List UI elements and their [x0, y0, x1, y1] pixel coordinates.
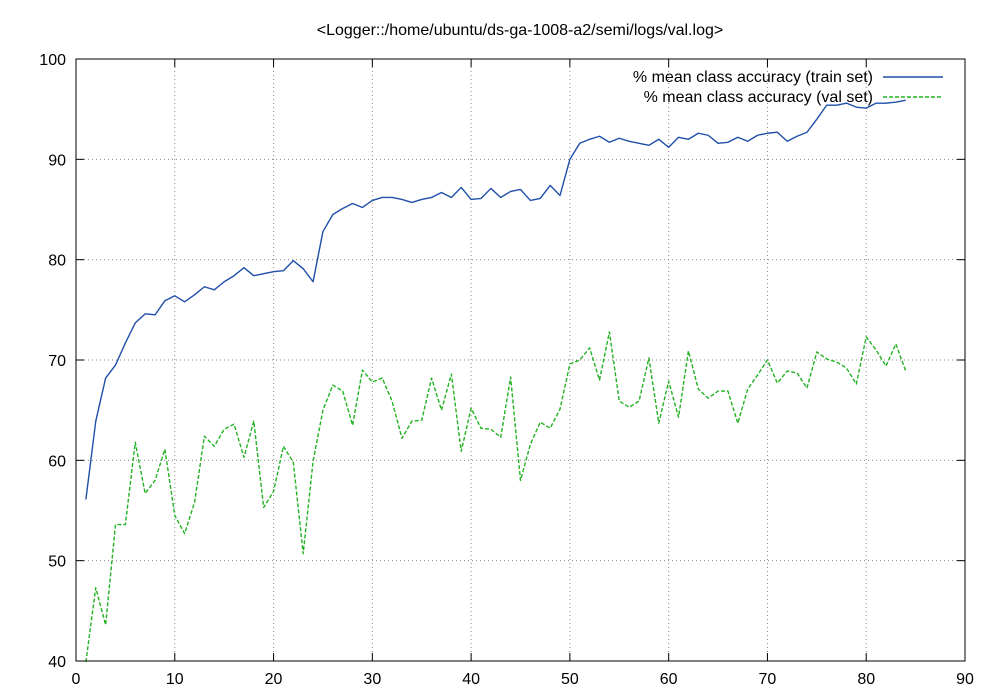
x-tick-label: 60	[660, 671, 678, 688]
x-tick-label: 80	[857, 671, 875, 688]
train-set-line	[85, 99, 906, 500]
x-tick-label: 10	[166, 671, 184, 688]
legend-label-val-set: % mean class accuracy (val set)	[644, 89, 873, 106]
grid	[76, 59, 965, 661]
y-tick-label: 90	[48, 152, 66, 169]
y-tick-label: 80	[48, 253, 66, 270]
series-train-set	[85, 99, 906, 500]
y-tick-label: 100	[39, 52, 66, 69]
series-layer	[85, 99, 907, 663]
y-tick-label: 50	[48, 554, 66, 571]
x-tick-label: 70	[759, 671, 777, 688]
x-tick-label: 0	[72, 671, 81, 688]
y-tick-label: 60	[48, 453, 66, 470]
x-tick-label: 90	[956, 671, 974, 688]
y-tick-label: 40	[48, 654, 66, 671]
legend-label-train-set: % mean class accuracy (train set)	[633, 69, 873, 86]
x-tick-label: 50	[561, 671, 579, 688]
chart-title: <Logger::/home/ubuntu/ds-ga-1008-a2/semi…	[317, 22, 723, 39]
x-tick-label: 40	[462, 671, 480, 688]
series-val-set	[85, 331, 907, 663]
axis-ticks: 0 10 20 30 40 50 60 70 80 90 40 50 60 70 80 90 100	[39, 52, 974, 688]
val-set-line	[85, 331, 907, 663]
x-tick-label: 20	[265, 671, 283, 688]
y-tick-label: 70	[48, 353, 66, 370]
legend: % mean class accuracy (train set) % mean …	[633, 69, 943, 106]
x-tick-label: 30	[363, 671, 381, 688]
